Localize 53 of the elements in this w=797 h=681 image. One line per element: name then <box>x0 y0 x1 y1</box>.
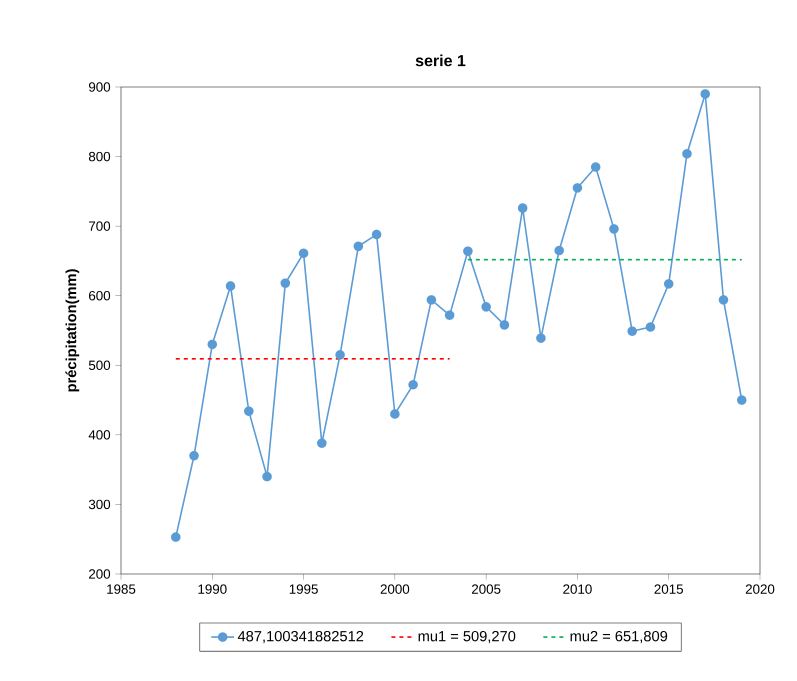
point <box>170 532 181 542</box>
point <box>444 310 454 320</box>
point <box>736 395 747 405</box>
x-tick-label: 2000 <box>380 584 410 594</box>
point <box>700 89 710 99</box>
legend-label: mu1 = 509,270 <box>418 630 516 644</box>
point <box>500 320 510 330</box>
chart-title: serie 1 <box>416 54 466 66</box>
point <box>463 246 473 256</box>
x-tick-label: 1990 <box>198 584 227 594</box>
point <box>718 295 728 305</box>
point <box>189 450 199 461</box>
x-tick-label: 2010 <box>563 584 592 594</box>
point <box>244 406 254 416</box>
x-tick-label: 2020 <box>746 584 774 594</box>
x-tick-label: 2015 <box>654 584 683 594</box>
y-tick-label: 800 <box>88 152 110 162</box>
legend-label: 487,100341882512 <box>238 630 364 644</box>
y-tick-label: 200 <box>89 569 110 579</box>
y-axis-title: précipitation(mm) <box>65 269 80 392</box>
y-tick-label: 700 <box>89 221 110 231</box>
point <box>572 183 582 193</box>
point <box>298 248 308 258</box>
point <box>317 438 327 448</box>
y-tick-label: 400 <box>88 430 110 440</box>
point <box>609 224 619 234</box>
point <box>627 326 637 336</box>
y-tick-label: 300 <box>88 500 110 510</box>
legend-label: mu2 = 651,809 <box>570 630 668 644</box>
point <box>664 279 674 289</box>
point <box>390 409 400 419</box>
point <box>354 242 364 252</box>
x-tick-label: 1985 <box>107 584 136 594</box>
point <box>335 350 345 360</box>
x-tick-label: 1995 <box>290 584 318 594</box>
point <box>408 380 418 390</box>
point <box>481 302 491 312</box>
point <box>682 148 692 159</box>
point <box>646 322 656 332</box>
point <box>262 472 272 482</box>
y-tick-label: 900 <box>88 82 110 92</box>
point <box>536 333 546 343</box>
point <box>554 246 564 256</box>
point <box>590 162 600 172</box>
point <box>372 230 382 240</box>
y-tick-label: 600 <box>89 290 110 300</box>
point <box>280 278 290 288</box>
point <box>518 203 528 213</box>
point <box>207 340 218 350</box>
x-tick-label: 2005 <box>472 584 500 594</box>
y-tick-label: 500 <box>88 360 110 370</box>
point <box>226 281 236 291</box>
point <box>426 295 436 305</box>
